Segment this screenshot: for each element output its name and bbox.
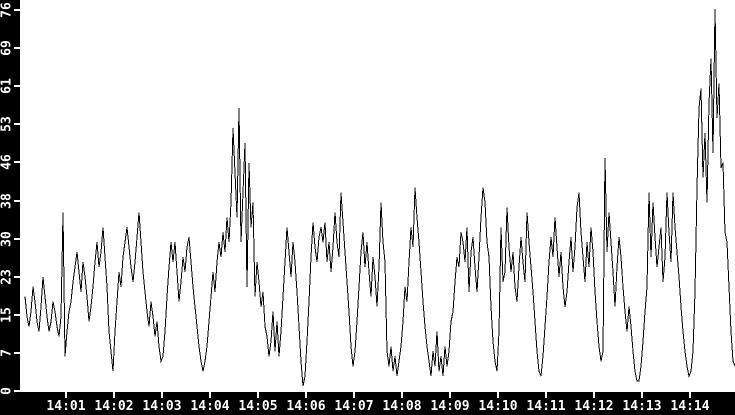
x-tick-label: 14:07 xyxy=(334,399,374,414)
x-tick-mark xyxy=(353,392,355,398)
y-tick-label: 53 xyxy=(0,116,15,132)
x-tick-mark xyxy=(689,392,691,398)
y-tick-mark xyxy=(14,47,20,49)
x-tick-label: 14:10 xyxy=(478,399,518,414)
x-tick-label: 14:06 xyxy=(286,399,326,414)
x-tick-mark xyxy=(545,392,547,398)
x-tick-mark xyxy=(209,392,211,398)
y-tick-label: 15 xyxy=(0,307,15,323)
x-tick-label: 14:03 xyxy=(142,399,182,414)
x-tick-mark xyxy=(305,392,307,398)
y-tick-mark xyxy=(14,352,20,354)
x-tick-label: 14:04 xyxy=(190,399,230,414)
x-tick-mark xyxy=(401,392,403,398)
y-tick-label: 23 xyxy=(0,269,15,285)
x-tick-label: 14:02 xyxy=(94,399,134,414)
y-tick-mark xyxy=(14,85,20,87)
x-tick-label: 14:12 xyxy=(574,399,614,414)
y-tick-label: 7 xyxy=(0,349,15,357)
x-tick-label: 14:08 xyxy=(382,399,422,414)
y-tick-mark xyxy=(14,9,20,11)
x-tick-label: 14:05 xyxy=(238,399,278,414)
y-tick-mark xyxy=(14,161,20,163)
data-line xyxy=(24,8,735,387)
y-tick-mark xyxy=(14,238,20,240)
y-tick-mark xyxy=(14,314,20,316)
x-tick-mark xyxy=(161,392,163,398)
x-tick-label: 14:01 xyxy=(46,399,86,414)
y-tick-label: 46 xyxy=(0,154,15,170)
y-tick-label: 76 xyxy=(0,2,15,18)
y-tick-mark xyxy=(14,200,20,202)
x-tick-mark xyxy=(449,392,451,398)
x-tick-mark xyxy=(497,392,499,398)
x-tick-mark xyxy=(593,392,595,398)
y-tick-mark xyxy=(14,123,20,125)
y-tick-label: 0 xyxy=(0,387,15,395)
y-axis-bar xyxy=(0,0,20,415)
x-tick-label: 14:11 xyxy=(526,399,566,414)
y-tick-mark xyxy=(14,390,20,392)
x-tick-mark xyxy=(65,392,67,398)
y-tick-label: 69 xyxy=(0,40,15,56)
x-tick-mark xyxy=(257,392,259,398)
x-tick-mark xyxy=(113,392,115,398)
y-tick-label: 61 xyxy=(0,78,15,94)
y-tick-label: 30 xyxy=(0,231,15,247)
y-tick-mark xyxy=(14,276,20,278)
y-tick-label: 38 xyxy=(0,193,15,209)
x-axis-bar xyxy=(0,392,735,415)
x-tick-label: 14:14 xyxy=(670,399,710,414)
x-tick-mark xyxy=(641,392,643,398)
x-tick-label: 14:13 xyxy=(622,399,662,414)
x-tick-label: 14:09 xyxy=(430,399,470,414)
